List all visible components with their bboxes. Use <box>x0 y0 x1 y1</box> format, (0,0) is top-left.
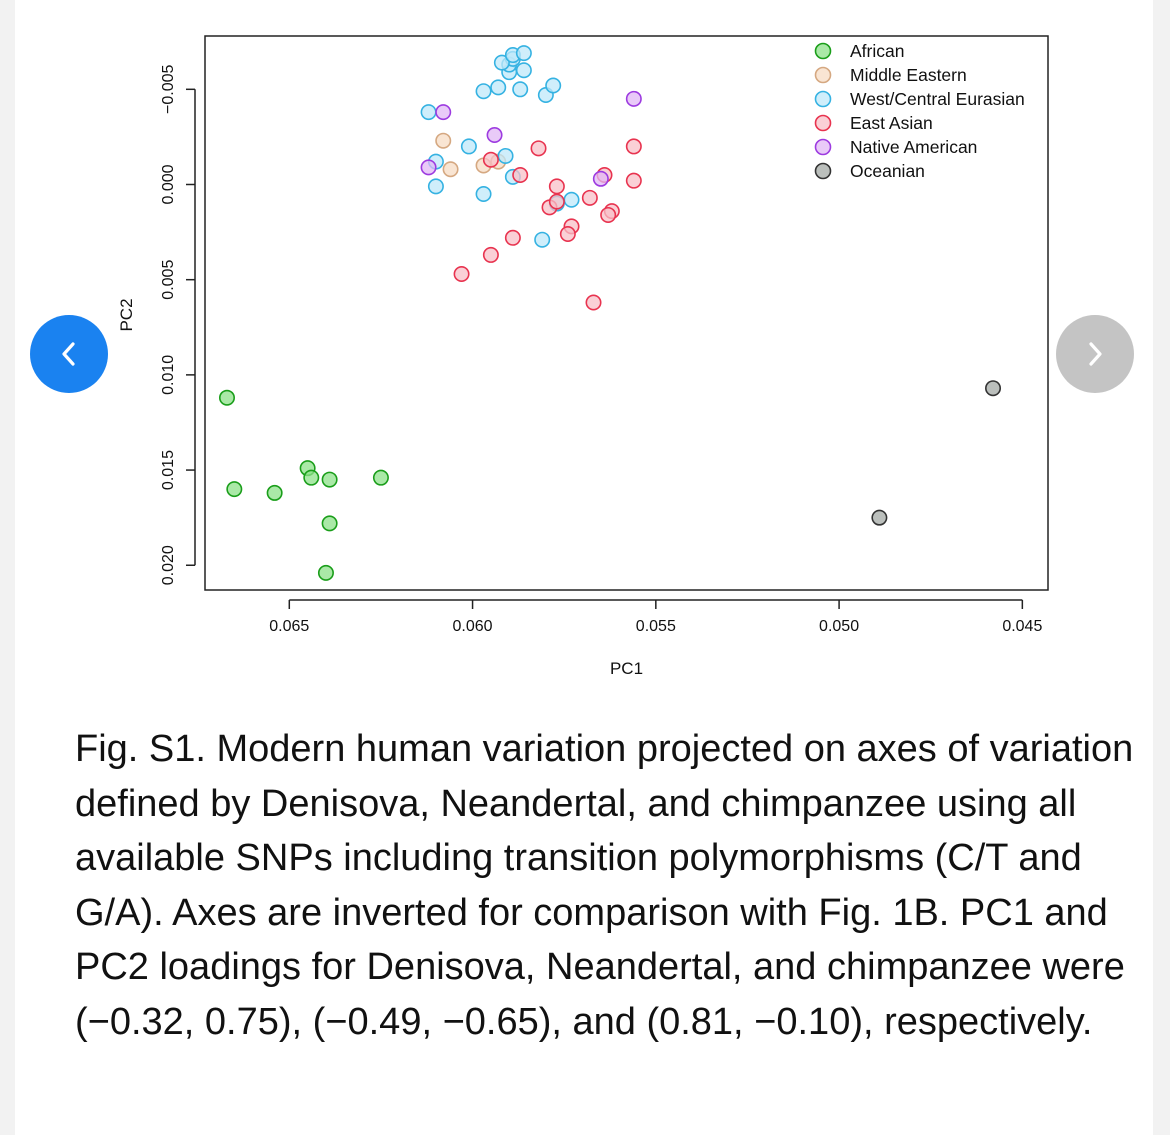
data-point <box>871 509 888 526</box>
legend-label: Oceanian <box>850 161 925 181</box>
data-point <box>321 515 338 532</box>
y-tick-label: −0.005 <box>160 65 177 114</box>
x-tick-label: 0.060 <box>453 618 493 635</box>
data-point <box>581 189 598 206</box>
data-point <box>486 126 503 143</box>
y-tick-label: 0.000 <box>160 164 177 204</box>
data-point <box>512 81 529 98</box>
series-oceanian <box>871 380 1002 526</box>
data-point <box>420 104 437 121</box>
data-point <box>442 161 459 178</box>
chevron-left-icon <box>62 342 75 366</box>
data-point <box>460 138 477 155</box>
data-point <box>548 178 565 195</box>
legend-label: West/Central Eurasian <box>850 89 1025 109</box>
data-point <box>497 147 514 164</box>
data-point <box>475 186 492 203</box>
data-point <box>427 178 444 195</box>
data-point <box>435 104 452 121</box>
chevron-right-icon <box>1089 342 1102 366</box>
data-point <box>625 172 642 189</box>
data-point <box>475 83 492 100</box>
data-point <box>453 265 470 282</box>
plot-frame <box>204 35 1049 591</box>
legend-label: African <box>850 41 904 61</box>
data-point <box>303 469 320 486</box>
data-point <box>515 62 532 79</box>
scatter-plot: 0.065 0.060 0.055 0.050 0.045 PC1 −0.005 0.000 0… <box>117 35 1049 678</box>
y-tick-label: 0.015 <box>160 450 177 490</box>
legend-marker <box>814 90 832 108</box>
data-point <box>548 193 565 210</box>
legend-marker <box>814 66 832 84</box>
data-point <box>530 140 547 157</box>
legend-label: East Asian <box>850 113 933 133</box>
data-point <box>625 138 642 155</box>
data-point <box>600 206 617 223</box>
series-native-american <box>420 90 642 187</box>
data-point <box>512 166 529 183</box>
y-tick-label: 0.010 <box>160 355 177 395</box>
data-point <box>317 564 334 581</box>
legend-marker <box>814 114 832 132</box>
previous-figure-button[interactable] <box>30 315 108 393</box>
data-point <box>563 191 580 208</box>
data-point <box>515 45 532 62</box>
figure-caption: Fig. S1. Modern human variation projecte… <box>75 728 1134 1043</box>
data-point <box>625 90 642 107</box>
data-point <box>435 132 452 149</box>
legend-marker <box>814 42 832 60</box>
data-point <box>482 151 499 168</box>
data-point <box>266 484 283 501</box>
data-point <box>592 170 609 187</box>
next-figure-button[interactable] <box>1056 315 1134 393</box>
data-point <box>218 389 235 406</box>
data-point <box>534 231 551 248</box>
x-tick-label: 0.045 <box>1002 618 1042 635</box>
series-african <box>218 389 389 581</box>
data-point <box>372 469 389 486</box>
x-tick-label: 0.055 <box>636 618 676 635</box>
data-point <box>504 229 521 246</box>
data-point <box>482 246 499 263</box>
legend-marker <box>814 138 832 156</box>
legend-marker <box>814 162 832 180</box>
x-tick-label: 0.065 <box>269 618 309 635</box>
data-point <box>321 471 338 488</box>
y-axis-title: PC2 <box>117 298 136 331</box>
legend-label: Middle Eastern <box>850 65 967 85</box>
legend: African Middle Eastern West/Central Eurasi… <box>814 41 1025 181</box>
y-tick-label: 0.020 <box>160 545 177 585</box>
data-point <box>226 481 243 498</box>
data-point <box>559 225 576 242</box>
data-point <box>585 294 602 311</box>
figure-card: 0.065 0.060 0.055 0.050 0.045 PC1 −0.005 0.000 0… <box>15 0 1153 1135</box>
y-tick-label: 0.005 <box>160 260 177 300</box>
data-point <box>490 79 507 96</box>
legend-label: Native American <box>850 137 977 157</box>
data-point <box>420 159 437 176</box>
data-point <box>545 77 562 94</box>
x-tick-label: 0.050 <box>819 618 859 635</box>
data-point <box>493 54 510 71</box>
data-point <box>985 380 1002 397</box>
x-axis-title: PC1 <box>610 659 643 678</box>
